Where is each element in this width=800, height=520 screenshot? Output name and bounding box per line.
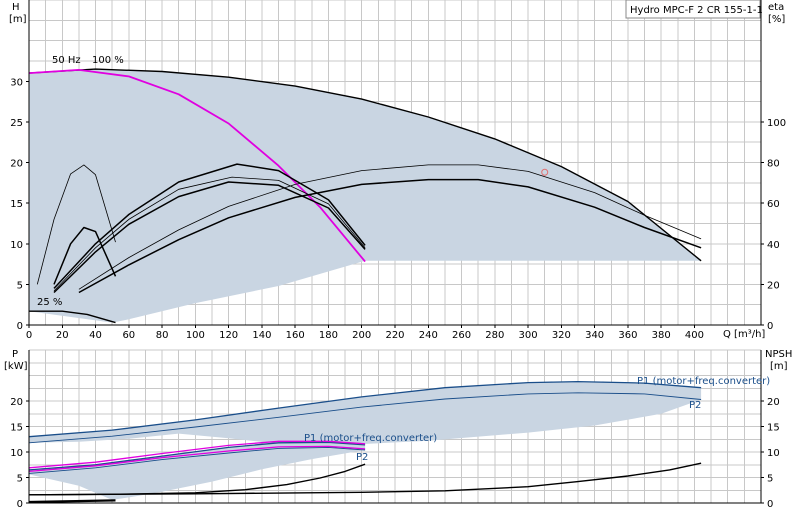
top-left-axis-unit: [m] — [9, 14, 27, 25]
x-tick-label: 280 — [485, 330, 504, 341]
annotation-p1-large: P1 (motor+freq.converter) — [637, 376, 770, 387]
operating-range-area — [29, 69, 702, 323]
left-tick-label: 20 — [10, 397, 23, 408]
right-tick-label: 15 — [767, 423, 780, 434]
series-line — [28, 380, 702, 438]
axis-labels: H [m] eta [%] Q [m³/h] P [kW] NPSH [m] H… — [4, 0, 792, 463]
left-tick-label: 30 — [10, 77, 23, 88]
left-tick-label: 5 — [17, 474, 23, 485]
annotation-p1-small: P1 (motor+freq.converter) — [304, 433, 437, 444]
x-tick-label: 220 — [385, 330, 404, 341]
right-tick-label: 80 — [767, 159, 780, 170]
annotation-25-percent: 25 % — [37, 297, 62, 308]
bottom-right-axis-label: NPSH — [765, 349, 792, 360]
series-line — [28, 462, 702, 496]
duty-point-marker — [541, 168, 549, 176]
bottom-left-axis-label: P — [12, 349, 18, 360]
x-tick-label: 60 — [122, 330, 135, 341]
annotation-p2-small: P2 — [356, 452, 368, 463]
right-tick-label: 20 — [767, 280, 780, 291]
x-tick-label: 80 — [156, 330, 169, 341]
series-line — [78, 164, 702, 290]
series-line — [28, 445, 366, 473]
left-tick-label: 0 — [17, 321, 23, 332]
x-tick-label: 40 — [89, 330, 102, 341]
x-tick-label: 380 — [652, 330, 671, 341]
x-axis-label: Q [m³/h] — [723, 329, 765, 340]
right-tick-label: 60 — [767, 199, 780, 210]
top-right-axis-unit: [%] — [768, 14, 785, 25]
x-tick-label: 400 — [685, 330, 704, 341]
series-line — [53, 226, 117, 285]
series-line — [28, 440, 366, 469]
annotation-100-percent: 100 % — [92, 55, 124, 66]
series-line — [29, 310, 116, 324]
x-tick-label: 360 — [618, 330, 637, 341]
right-tick-label: 100 — [767, 118, 786, 129]
left-tick-label: 5 — [17, 280, 23, 291]
x-tick-label: 260 — [452, 330, 471, 341]
series-line — [28, 441, 366, 471]
series-line — [78, 178, 702, 294]
right-tick-label: 10 — [767, 448, 780, 459]
right-tick-label: 20 — [767, 397, 780, 408]
right-tick-label: 0 — [767, 321, 773, 332]
x-tick-label: 0 — [26, 330, 32, 341]
x-tick-label: 240 — [419, 330, 438, 341]
left-tick-label: 10 — [10, 240, 23, 251]
top-right-axis-label: eta — [768, 2, 784, 13]
right-tick-label: 0 — [767, 499, 773, 510]
left-tick-label: 0 — [17, 499, 23, 510]
x-tick-label: 320 — [552, 330, 571, 341]
bottom-left-axis-unit: [kW] — [4, 361, 28, 372]
x-tick-label: 120 — [219, 330, 238, 341]
x-tick-label: 340 — [585, 330, 604, 341]
series-line — [36, 164, 116, 285]
x-tick-label: 160 — [286, 330, 305, 341]
x-tick-label: 300 — [519, 330, 538, 341]
annotation-p2-large: P2 — [689, 400, 701, 411]
series-line — [28, 499, 116, 504]
left-tick-label: 25 — [10, 118, 23, 129]
series-line — [53, 163, 366, 289]
top-left-axis-label: H — [12, 2, 20, 13]
series-line — [28, 446, 366, 474]
x-tick-label: 140 — [252, 330, 271, 341]
annotation-50hz: 50 Hz — [52, 55, 81, 66]
right-tick-label: 40 — [767, 240, 780, 251]
x-tick-label: 180 — [319, 330, 338, 341]
bottom-right-axis-unit: [m] — [770, 361, 788, 372]
x-tick-label: 100 — [186, 330, 205, 341]
operating-range-area — [29, 442, 366, 500]
series-line — [53, 181, 366, 294]
power-npsh-chart: 0 5 10 15 20 0 5 10 15 20 — [10, 349, 780, 510]
operating-range-area — [29, 381, 702, 445]
right-tick-label: 5 — [767, 474, 773, 485]
series-line — [28, 68, 702, 262]
left-tick-label: 15 — [10, 199, 23, 210]
left-tick-label: 10 — [10, 448, 23, 459]
chart-title-box — [625, 0, 761, 19]
left-tick-label: 15 — [10, 423, 23, 434]
left-tick-label: 20 — [10, 159, 23, 170]
x-tick-label: 20 — [56, 330, 69, 341]
chart-title: Hydro MPC-F 2 CR 155-1-1 — [630, 5, 763, 16]
x-tick-label: 200 — [352, 330, 371, 341]
series-line — [28, 392, 702, 444]
